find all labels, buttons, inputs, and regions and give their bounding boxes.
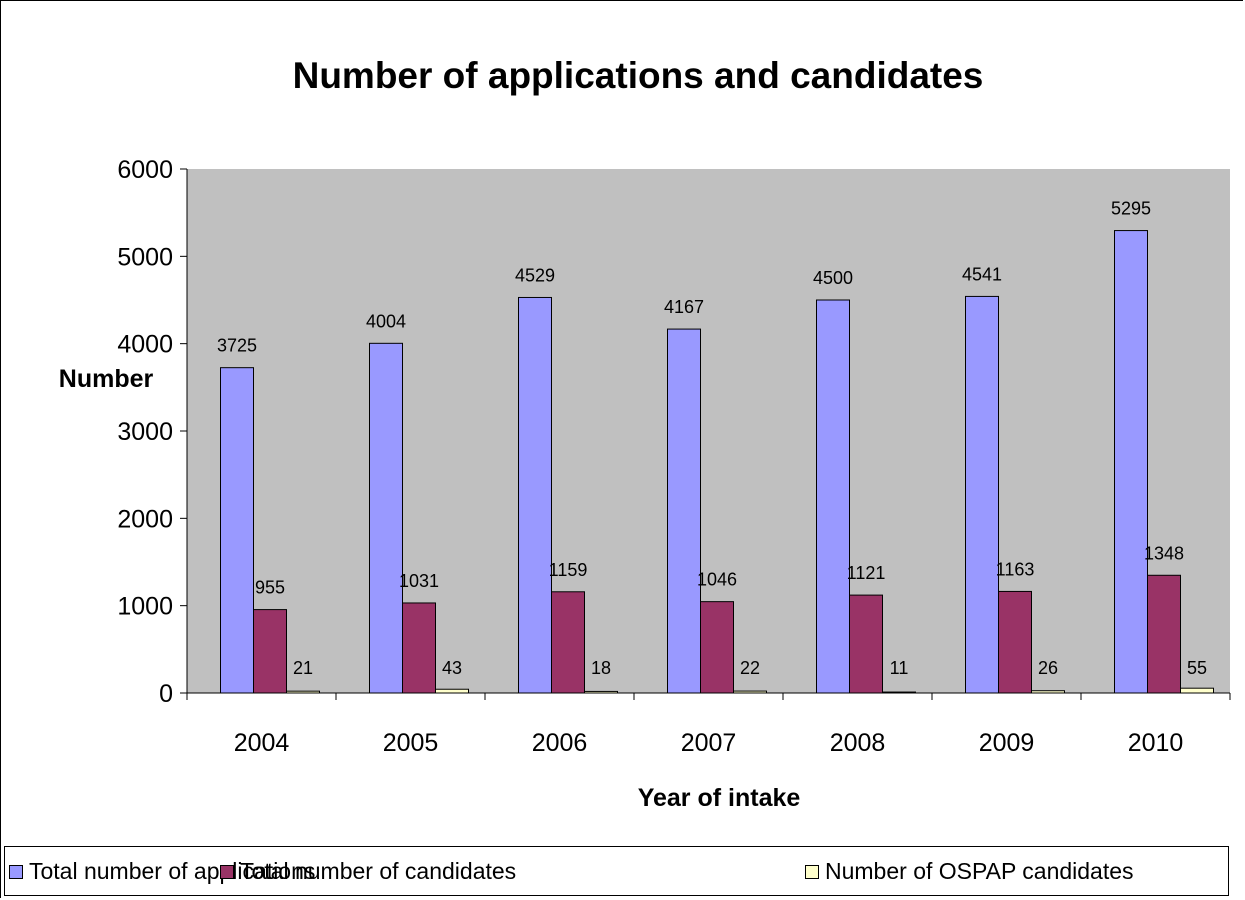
data-label: 22 (740, 658, 760, 678)
y-tick-label: 4000 (117, 331, 173, 359)
x-axis-label: Year of intake (638, 784, 801, 812)
bar (700, 601, 734, 694)
bar (849, 594, 883, 694)
bar (435, 688, 469, 694)
bar (518, 296, 552, 694)
bars-group (220, 230, 1214, 694)
legend-item: Total number of applications (9, 858, 315, 885)
x-tick-label: 2006 (532, 729, 588, 757)
x-tick-label: 2008 (830, 729, 886, 757)
data-label: 21 (293, 658, 313, 678)
legend-label: Total number of applications (29, 858, 316, 884)
bar (1180, 687, 1214, 694)
legend-swatch (9, 864, 23, 879)
x-tick-label: 2009 (979, 729, 1035, 757)
legend-item: Number of OSPAP candidates (805, 858, 1134, 885)
y-tick-label: 3000 (117, 418, 173, 446)
bar (816, 299, 850, 694)
y-tick-label: 6000 (117, 156, 173, 184)
bar (402, 602, 436, 694)
bar (253, 609, 287, 694)
data-label: 4167 (664, 297, 704, 317)
data-label: 3725 (217, 336, 257, 356)
data-label: 11 (890, 658, 909, 678)
legend-label: Total number of candidates (240, 858, 517, 884)
data-label: 1163 (996, 559, 1035, 579)
data-label: 1031 (399, 571, 439, 591)
data-label: 26 (1038, 658, 1058, 678)
bar (369, 342, 403, 694)
bar (1114, 230, 1148, 694)
data-label: 1046 (697, 570, 737, 590)
data-label: 1348 (1144, 543, 1184, 563)
data-label: 1159 (549, 560, 588, 580)
legend: Total number of applications Total number… (4, 846, 1229, 896)
data-label: 4529 (515, 265, 555, 285)
x-tick-label: 2005 (383, 729, 439, 757)
chart-title: Number of applications and candidates (293, 55, 984, 96)
bar (1147, 574, 1181, 694)
bar (220, 367, 254, 694)
data-label: 18 (591, 658, 611, 678)
data-label: 43 (442, 658, 462, 678)
x-axis: 2004 2005 2006 2007 2008 2009 2010 (186, 692, 1231, 757)
y-axis: 0 1000 2000 3000 4000 5000 6000 (117, 156, 188, 708)
data-label: 955 (255, 578, 285, 598)
legend-swatch (805, 864, 819, 879)
data-label: 4500 (813, 268, 853, 288)
bar (998, 590, 1032, 694)
x-tick-label: 2007 (681, 729, 737, 757)
bar (965, 295, 999, 694)
data-label: 4541 (962, 264, 1002, 284)
data-labels-group: 3725 955 21 4004 1031 43 4529 1159 18 4167 1046 22 4… (217, 199, 1207, 678)
bar (551, 591, 585, 694)
x-tick-label: 2004 (234, 729, 290, 757)
legend-item: Total number of candidates (220, 858, 516, 885)
y-tick-label: 0 (159, 680, 173, 708)
data-label: 5295 (1111, 199, 1151, 219)
y-axis-label: Number (59, 365, 154, 393)
y-tick-label: 5000 (117, 243, 173, 271)
bar (667, 328, 701, 694)
data-label: 1121 (847, 563, 886, 583)
y-tick-label: 1000 (117, 593, 173, 621)
data-label: 4004 (366, 311, 406, 331)
legend-label: Number of OSPAP candidates (825, 858, 1134, 884)
y-tick-label: 2000 (117, 505, 173, 533)
legend-swatch (220, 864, 234, 879)
data-label: 55 (1187, 658, 1207, 678)
x-tick-label: 2010 (1128, 729, 1184, 757)
